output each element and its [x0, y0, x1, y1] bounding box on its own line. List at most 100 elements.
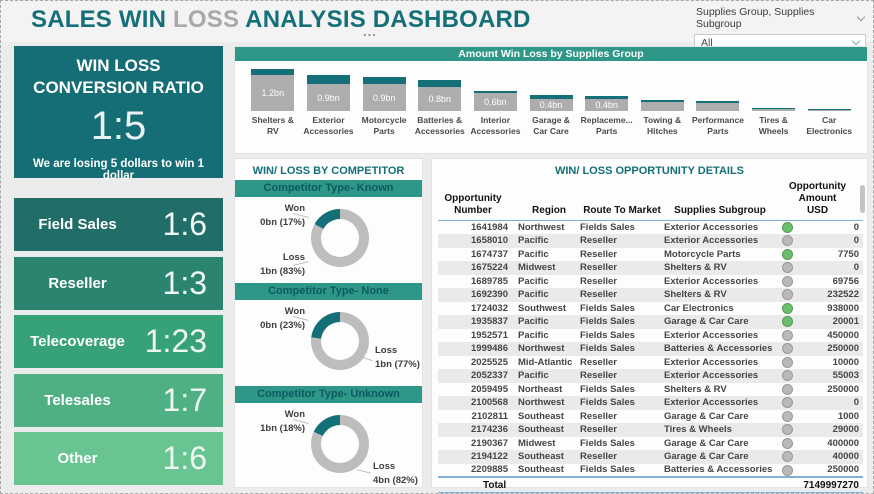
ratio-card-telesales[interactable]: Telesales 1:7 [14, 373, 223, 427]
ratio-card-telecoverage[interactable]: Telecoverage 1:23 [14, 315, 223, 368]
table-cell: Pacific [518, 235, 549, 247]
donut-chart[interactable] [311, 312, 369, 370]
bar-batteries-accessories[interactable]: 0.8bn Batteries & Accessories [412, 61, 468, 141]
bar-stack: 0.4bn [529, 94, 573, 111]
donut-chart[interactable] [311, 415, 369, 473]
column-header-region[interactable]: Region [518, 181, 580, 221]
bar-stack [807, 108, 851, 111]
table-cell: Southeast [518, 464, 564, 476]
bar-loss-segment: 0.4bn [529, 99, 573, 111]
status-lost-icon [782, 383, 793, 395]
table-row[interactable]: 1689785 Pacific Reseller Exterior Accessori… [438, 275, 863, 289]
table-cell: Fields Sales [580, 329, 635, 341]
table-cell: Pacific [518, 329, 549, 341]
bar-interior-accessories[interactable]: 0.6bn Interior Accessories [468, 61, 524, 141]
ratio-card-label: Telecoverage [30, 333, 125, 350]
table-cell: Pacific [518, 275, 549, 287]
table-cell: 1952571 [471, 329, 508, 341]
column-header-opportunity-number[interactable]: Opportunity Number [438, 181, 518, 221]
bar-garage-car-care[interactable]: 0.4bn Garage & Car Care [523, 61, 579, 141]
ratio-card-reseller[interactable]: Reseller 1:3 [14, 256, 223, 310]
bar-category-label: Tires & Wheels [758, 115, 789, 136]
bar-motorcycle-parts[interactable]: 0.9bn Motorcycle Parts [356, 61, 412, 141]
table-row[interactable]: 2194122 Southeast Reseller Garage & Car Car… [438, 450, 863, 464]
table-cell: 1724032 [471, 302, 508, 314]
table-cell: 1674737 [471, 248, 508, 260]
table-cell: Exterior Accessories [664, 275, 759, 287]
bar-exterior-accessories[interactable]: 0.9bn Exterior Accessories [301, 61, 357, 141]
table-row[interactable]: 1674737 Pacific Reseller Motorcycle Parts 77… [438, 248, 863, 262]
bar-shelters-rv[interactable]: 1.2bn Shelters & RV [245, 61, 301, 141]
opportunity-table: Opportunity Number Region Route To Market Su… [438, 181, 863, 493]
table-row[interactable]: 1675224 Midwest Reseller Shelters & RV 0 [438, 261, 863, 275]
bar-data-label: 0.9bn [317, 92, 340, 103]
competitor-title: WIN/ LOSS BY COMPETITOR [252, 165, 405, 177]
donut-chart[interactable] [311, 209, 369, 267]
donut-won-label: Won 0bn (23%) [260, 306, 305, 331]
bar-towing-hitches[interactable]: Towing & Hitches [634, 61, 690, 141]
table-row[interactable]: 1999486 Northwest Fields Sales Batteries & … [438, 342, 863, 356]
table-cell: Pacific [518, 370, 549, 382]
chevron-down-icon [851, 36, 861, 46]
status-won-icon [782, 316, 793, 327]
table-row[interactable]: 2025525 Mid-Atlantic Reseller Exterior Acce… [438, 356, 863, 370]
amount-cell: 0 [776, 261, 863, 275]
bar-car-electronics[interactable]: Car Electronics [801, 61, 857, 141]
bar-stack: 0.4bn [585, 96, 629, 111]
column-header-supplies-subgroup[interactable]: Supplies Subgroup [664, 181, 776, 221]
slicer-value: All [701, 36, 713, 49]
bar-loss-segment [752, 108, 796, 111]
table-row[interactable]: 1641984 Northwest Fields Sales Exterior Acc… [438, 221, 863, 235]
more-options-ellipsis-icon[interactable]: ... [363, 24, 377, 39]
bar-tires-wheels[interactable]: Tires & Wheels [746, 61, 802, 141]
amount-cell: 0 [776, 396, 863, 410]
bar-win-segment [640, 99, 684, 102]
table-cell: Pacific [518, 289, 549, 301]
table-row[interactable]: 1724032 Southwest Fields Sales Car Electron… [438, 302, 863, 316]
ratio-card-value: 1:7 [162, 381, 207, 418]
amount-cell: 0 [776, 234, 863, 248]
table-row[interactable]: 2052337 Pacific Reseller Exterior Accessori… [438, 369, 863, 383]
table-cell: Reseller [580, 424, 617, 436]
column-header-route-to-market[interactable]: Route To Market [580, 181, 664, 221]
bar-chart: 1.2bn Shelters & RV 0.9bn Exterior Accessorie… [245, 61, 857, 141]
table-cell: Southwest [518, 302, 567, 314]
table-row[interactable]: 2100568 Northwest Fields Sales Exterior Acc… [438, 396, 863, 410]
donut-title: Competitor Type- Known [235, 180, 422, 197]
table-cell: Garage & Car Care [664, 410, 749, 422]
kpi-conversion-ratio-card[interactable]: WIN LOSS CONVERSION RATIO 1:5 We are los… [14, 46, 223, 182]
table-cell: Southeast [518, 451, 564, 463]
table-row[interactable]: 2059495 Northeast Fields Sales Shelters & R… [438, 383, 863, 397]
ratio-card-field-sales[interactable]: Field Sales 1:6 [14, 198, 223, 251]
table-scrollbar[interactable] [860, 185, 865, 213]
ratio-card-label: Field Sales [38, 216, 117, 233]
table-row[interactable]: 1692390 Pacific Reseller Shelters & RV 23252… [438, 288, 863, 302]
column-header-opportunity-amount-usd[interactable]: Opportunity Amount USD [776, 181, 863, 221]
table-header: Opportunity Number Region Route To Market Su… [438, 181, 863, 221]
slicer-header[interactable]: Supplies Group, Supplies Subgroup [694, 5, 866, 31]
table-row[interactable]: 1658010 Pacific Reseller Exterior Accessori… [438, 234, 863, 248]
table-cell: Fields Sales [580, 464, 635, 476]
table-row[interactable]: 2174236 Southeast Reseller Tires & Wheels 29… [438, 423, 863, 437]
table-cell: Midwest [518, 262, 556, 274]
total-label: Total [438, 476, 776, 493]
bar-loss-segment [640, 102, 684, 111]
table-row[interactable]: 2102811 Southeast Reseller Garage & Car Car… [438, 410, 863, 424]
table-row[interactable]: 2209885 Southeast Fields Sales Batteries & … [438, 464, 863, 478]
bar-stack [696, 100, 740, 111]
bar-performance-parts[interactable]: Performance Parts [690, 61, 746, 141]
status-lost-icon [782, 451, 793, 462]
table-row[interactable]: 2190367 Midwest Fields Sales Garage & Car C… [438, 437, 863, 451]
table-cell: Fields Sales [580, 222, 635, 233]
table-cell: Midwest [518, 437, 556, 449]
bar-stack [640, 99, 684, 111]
table-cell: 2190367 [471, 437, 508, 449]
bar-chart-panel: Amount Win Loss by Supplies Group 1.2bn S… [234, 46, 868, 154]
table-row[interactable]: 1935837 Pacific Fields Sales Garage & Car C… [438, 315, 863, 329]
competitor-panel: WIN/ LOSS BY COMPETITOR Competitor Type-… [234, 158, 423, 488]
ratio-card-other[interactable]: Other 1:6 [14, 432, 223, 485]
amount-cell: 450000 [776, 329, 863, 343]
bar-replaceme-parts[interactable]: 0.4bn Replaceme... Parts [579, 61, 635, 141]
table-cell: 2102811 [471, 410, 508, 422]
table-row[interactable]: 1952571 Pacific Fields Sales Exterior Acces… [438, 329, 863, 343]
